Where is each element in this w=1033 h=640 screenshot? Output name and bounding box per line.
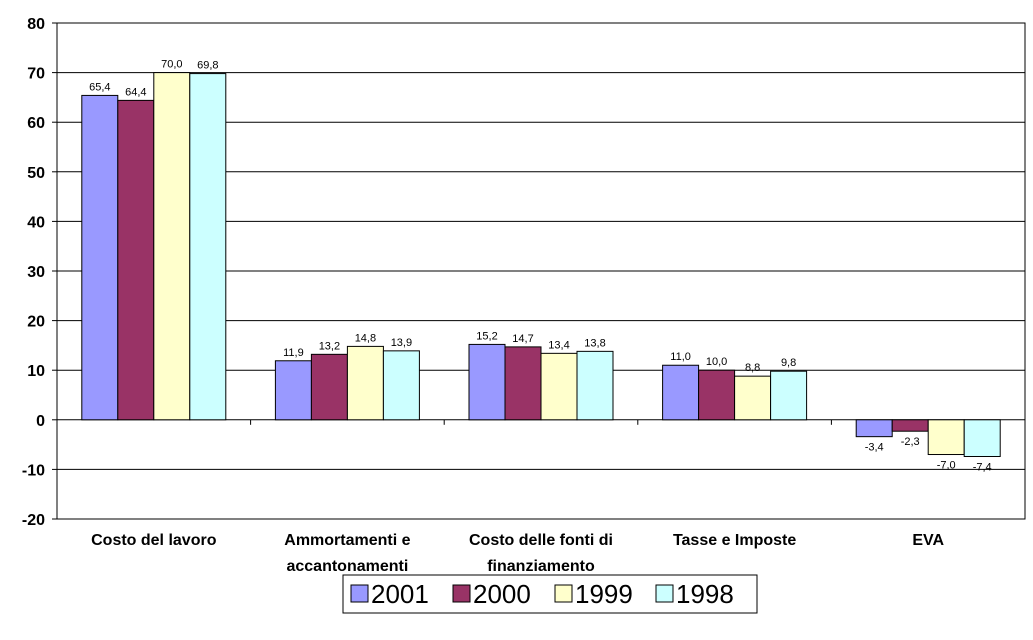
category-label: Ammortamenti e [284,532,410,549]
data-label: 14,7 [512,333,533,345]
data-label: 14,8 [355,332,376,344]
legend-swatch [655,584,674,603]
bar [504,346,542,421]
legend-swatch [554,584,573,603]
bar [117,99,155,421]
bar [927,419,965,456]
y-tick-label: 50 [27,165,45,182]
y-tick-label: 10 [27,363,45,380]
category-label: EVA [912,532,944,549]
category-label: Tasse e Imposte [673,532,796,549]
category-label: finanziamento [487,558,595,575]
data-label: 69,8 [197,60,218,72]
y-tick-label: 20 [27,314,45,331]
bar [770,370,808,421]
bar [855,419,893,438]
bar [346,345,384,421]
data-label: -3,4 [865,442,884,454]
bar [153,72,191,421]
y-tick-label: 0 [36,413,45,430]
y-tick-label: 30 [27,264,45,281]
y-tick-label: 60 [27,115,45,132]
data-label: 70,0 [161,59,182,71]
y-tick-label: -10 [22,462,45,479]
category-label: Costo del lavoro [91,532,217,549]
data-label: 11,9 [283,347,304,359]
legend-swatch [350,584,369,603]
y-tick-label: 80 [27,16,45,33]
legend-label: 1998 [676,579,734,609]
bar [662,364,700,421]
bar [310,353,348,421]
bar [189,73,227,421]
bar [576,350,614,421]
data-label: 13,2 [319,340,340,352]
bar [382,350,420,421]
legend-label: 2000 [473,579,531,609]
data-label: 10,0 [706,356,727,368]
data-label: 15,2 [476,330,497,342]
bar [468,343,506,421]
data-label: -7,0 [937,460,956,472]
bar [274,360,312,421]
category-label: Costo delle fonti di [469,532,613,549]
legend-label: 2001 [371,579,429,609]
bar [540,352,578,421]
data-label: 11,0 [670,351,691,363]
bar [698,369,736,421]
data-label: 9,8 [781,357,796,369]
data-label: -2,3 [901,436,920,448]
y-tick-label: -20 [22,512,45,529]
legend-box [342,574,758,614]
y-tick-label: 70 [27,66,45,83]
data-label: 13,4 [548,339,569,351]
bar [891,419,929,432]
y-tick-label: 40 [27,214,45,231]
legend-swatch [452,584,471,603]
legend-label: 1999 [575,579,633,609]
data-label: 13,9 [391,337,412,349]
bar [81,94,119,421]
category-label: accantonamenti [286,558,408,575]
data-label: 64,4 [125,86,146,98]
data-label: -7,4 [973,462,992,474]
data-label: 13,8 [584,337,605,349]
bar [734,375,772,421]
bar [963,419,1001,458]
data-label: 65,4 [89,81,110,93]
data-label: 8,8 [745,362,760,374]
legend: 2001 2000 1999 1998 [342,574,758,614]
